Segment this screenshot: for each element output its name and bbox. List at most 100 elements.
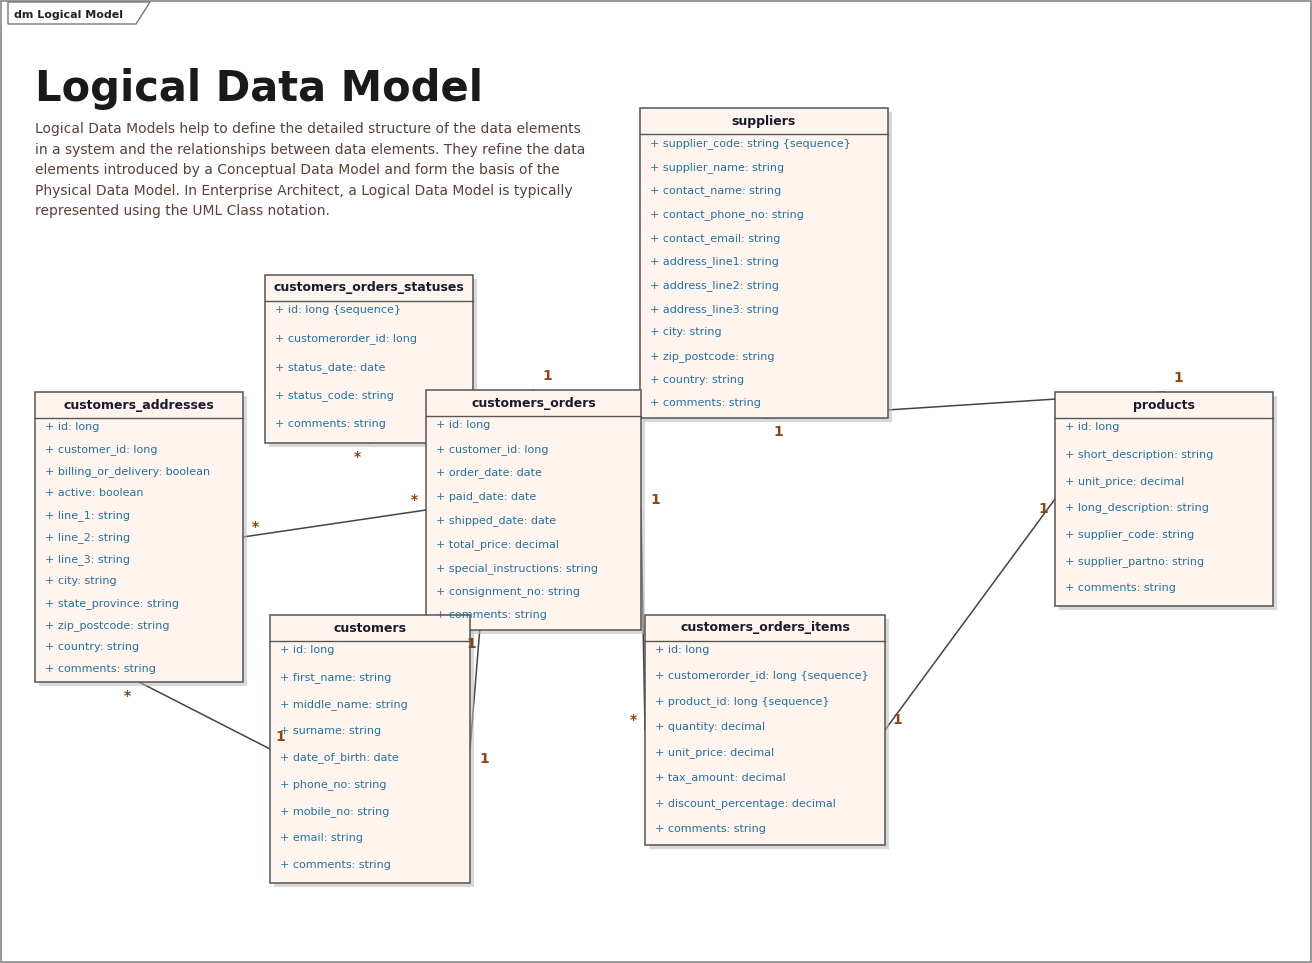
Text: + billing_or_delivery: boolean: + billing_or_delivery: boolean xyxy=(45,466,210,477)
Text: 1: 1 xyxy=(892,713,901,727)
Text: + contact_email: string: + contact_email: string xyxy=(649,233,781,244)
Text: 1: 1 xyxy=(1038,502,1048,516)
Text: + order_date: date: + order_date: date xyxy=(436,468,542,479)
Text: + country: string: + country: string xyxy=(649,375,744,384)
Text: dm Logical Model: dm Logical Model xyxy=(14,10,123,20)
Bar xyxy=(1059,396,1277,610)
Text: + discount_percentage: decimal: + discount_percentage: decimal xyxy=(655,798,836,809)
Text: + email: string: + email: string xyxy=(279,833,363,844)
Text: + date_of_birth: date: + date_of_birth: date xyxy=(279,752,399,764)
Text: + supplier_partno: string: + supplier_partno: string xyxy=(1065,557,1204,567)
Text: + comments: string: + comments: string xyxy=(436,611,547,620)
Text: *: * xyxy=(353,450,361,464)
Text: + product_id: long {sequence}: + product_id: long {sequence} xyxy=(655,696,829,707)
Text: 1: 1 xyxy=(276,730,285,744)
Bar xyxy=(649,619,890,849)
Text: 1: 1 xyxy=(479,752,489,766)
Text: + contact_name: string: + contact_name: string xyxy=(649,185,781,196)
Text: + id: long: + id: long xyxy=(279,645,335,655)
Text: + comments: string: + comments: string xyxy=(655,823,766,834)
Text: + line_2: string: + line_2: string xyxy=(45,532,130,543)
Text: + contact_phone_no: string: + contact_phone_no: string xyxy=(649,209,804,220)
Text: products: products xyxy=(1134,399,1195,411)
Text: + supplier_name: string: + supplier_name: string xyxy=(649,162,785,172)
Text: + address_line1: string: + address_line1: string xyxy=(649,256,779,268)
Text: + zip_postcode: string: + zip_postcode: string xyxy=(45,620,169,631)
Text: + status_code: string: + status_code: string xyxy=(276,390,394,402)
Text: + address_line3: string: + address_line3: string xyxy=(649,303,779,315)
Text: + id: long: + id: long xyxy=(436,420,491,430)
Text: + customer_id: long: + customer_id: long xyxy=(436,444,548,455)
Text: Logical Data Models help to define the detailed structure of the data elements
i: Logical Data Models help to define the d… xyxy=(35,122,585,219)
Text: + total_price: decimal: + total_price: decimal xyxy=(436,539,559,550)
Text: customers_orders: customers_orders xyxy=(471,397,596,409)
Bar xyxy=(274,619,474,887)
Text: + mobile_no: string: + mobile_no: string xyxy=(279,806,390,818)
Text: customers: customers xyxy=(333,621,407,635)
Text: + paid_date: date: + paid_date: date xyxy=(436,491,537,503)
Text: + state_province: string: + state_province: string xyxy=(45,598,178,609)
Text: + short_description: string: + short_description: string xyxy=(1065,449,1214,459)
Text: + quantity: decimal: + quantity: decimal xyxy=(655,721,765,732)
Text: 1: 1 xyxy=(543,369,552,383)
Text: + line_1: string: + line_1: string xyxy=(45,510,130,521)
Text: + id: long: + id: long xyxy=(1065,422,1119,432)
Bar xyxy=(269,279,478,447)
Text: 1: 1 xyxy=(1173,371,1183,385)
Bar xyxy=(644,112,892,422)
Text: + consignment_no: string: + consignment_no: string xyxy=(436,586,580,597)
Text: + address_line2: string: + address_line2: string xyxy=(649,280,779,291)
Text: + first_name: string: + first_name: string xyxy=(279,672,391,683)
Text: *: * xyxy=(630,713,636,727)
Bar xyxy=(39,396,247,686)
Text: + status_date: date: + status_date: date xyxy=(276,362,386,373)
Text: + customer_id: long: + customer_id: long xyxy=(45,444,157,455)
Text: + customerorder_id: long: + customerorder_id: long xyxy=(276,333,417,345)
Text: + surname: string: + surname: string xyxy=(279,726,380,736)
Text: + comments: string: + comments: string xyxy=(276,419,386,429)
Text: + long_description: string: + long_description: string xyxy=(1065,503,1208,513)
Bar xyxy=(35,392,243,682)
Text: + id: long: + id: long xyxy=(655,645,710,655)
Bar xyxy=(646,615,886,845)
Text: 1: 1 xyxy=(651,493,660,507)
Text: + unit_price: decimal: + unit_price: decimal xyxy=(1065,476,1185,486)
Text: + comments: string: + comments: string xyxy=(279,860,391,871)
Bar xyxy=(430,394,646,634)
Text: *: * xyxy=(123,689,131,703)
Text: + zip_postcode: string: + zip_postcode: string xyxy=(649,351,774,362)
Text: + customerorder_id: long {sequence}: + customerorder_id: long {sequence} xyxy=(655,670,869,682)
Bar xyxy=(1055,392,1273,606)
Text: + comments: string: + comments: string xyxy=(649,399,761,408)
Text: + id: long: + id: long xyxy=(45,422,100,432)
Bar xyxy=(640,108,888,418)
Text: 1: 1 xyxy=(773,425,783,439)
Text: + line_3: string: + line_3: string xyxy=(45,554,130,565)
Text: + active: boolean: + active: boolean xyxy=(45,488,143,498)
Text: suppliers: suppliers xyxy=(732,115,796,127)
Text: + comments: string: + comments: string xyxy=(45,664,156,674)
Text: customers_orders_statuses: customers_orders_statuses xyxy=(274,281,464,295)
Bar xyxy=(265,275,474,443)
Text: + supplier_code: string: + supplier_code: string xyxy=(1065,530,1194,540)
Text: 1: 1 xyxy=(467,637,476,651)
Text: + comments: string: + comments: string xyxy=(1065,584,1176,593)
Bar xyxy=(270,615,470,883)
Text: *: * xyxy=(252,520,258,534)
Text: Logical Data Model: Logical Data Model xyxy=(35,68,483,110)
Text: + middle_name: string: + middle_name: string xyxy=(279,699,408,710)
Text: + city: string: + city: string xyxy=(45,576,117,586)
Text: + tax_amount: decimal: + tax_amount: decimal xyxy=(655,772,786,784)
Text: + unit_price: decimal: + unit_price: decimal xyxy=(655,747,774,758)
Text: + city: string: + city: string xyxy=(649,327,722,337)
Text: customers_orders_items: customers_orders_items xyxy=(680,621,850,635)
Text: + shipped_date: date: + shipped_date: date xyxy=(436,515,556,526)
Text: + phone_no: string: + phone_no: string xyxy=(279,779,387,791)
Text: + id: long {sequence}: + id: long {sequence} xyxy=(276,305,401,315)
Text: *: * xyxy=(411,493,417,507)
Bar xyxy=(426,390,642,630)
Text: customers_addresses: customers_addresses xyxy=(63,399,214,411)
Text: + special_instructions: string: + special_instructions: string xyxy=(436,562,598,574)
Text: + country: string: + country: string xyxy=(45,642,139,652)
Text: + supplier_code: string {sequence}: + supplier_code: string {sequence} xyxy=(649,138,851,149)
